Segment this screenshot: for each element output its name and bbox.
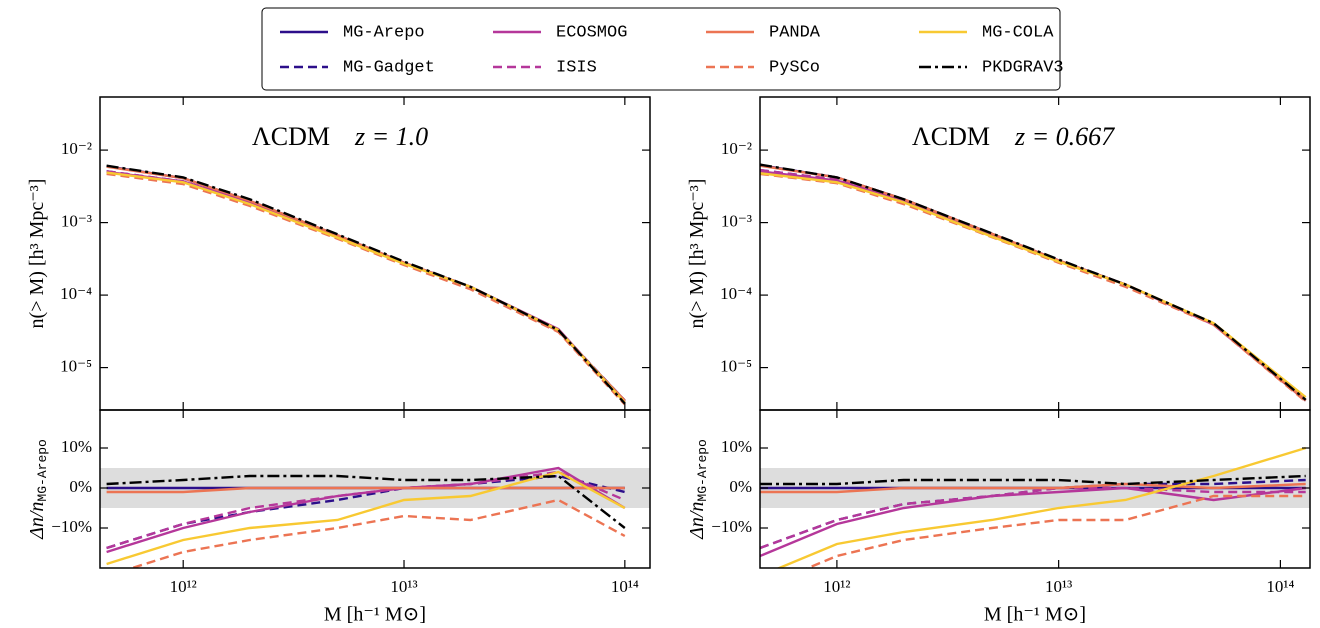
y-tick-label: 10⁻⁴ [720,284,752,303]
legend-label: PySCo [769,58,820,77]
y-axis-label-text: n(> M) [h³ Mpc⁻³] [26,179,48,329]
panel-subtitle: z = 0.667 [1014,122,1115,151]
series-line [106,486,625,494]
x-axis-label: M [h⁻¹ M⊙] [984,604,1086,626]
series-group [106,466,626,568]
series-group [760,163,1307,403]
series-line [128,498,626,568]
y-axis-label-text: Δn/n [686,502,708,540]
series-line [760,486,1306,550]
y-tick-label: 0% [729,477,752,496]
series-group [106,164,626,406]
series-line [760,482,1306,494]
y-tick-label: 0% [69,477,92,496]
series-line [804,494,1306,568]
panel-title: ΛCDM [912,122,990,151]
series-line [106,165,626,402]
x-tick-label: 10¹⁴ [611,577,639,596]
y-tick-label: −10% [711,517,752,536]
series-group [760,446,1307,568]
legend-box [261,7,1061,91]
x-tick-label: 10¹² [823,577,850,596]
series-line [760,474,1306,486]
legend-label: ISIS [556,58,597,77]
y-axis-label-text: n(> M) [h³ Mpc⁻³] [686,179,708,329]
y-axis-label-text: Δn/n [26,502,48,540]
y-axis-label: Δn/nMG-Arepo [686,439,711,540]
series-line [106,170,626,404]
y-tick-label: 10% [721,437,752,456]
plot-frame [99,409,651,569]
series-line [106,474,626,529]
series-line [106,170,626,403]
series-line [760,168,1307,402]
legend-label: MG-Arepo [343,23,425,42]
y-tick-label: 10⁻² [721,139,752,158]
panel-subtitle: z = 1.0 [354,122,428,151]
y-tick-label: 10⁻² [61,139,92,158]
y-tick-label: 10⁻⁵ [720,356,752,375]
x-axis-label: M [h⁻¹ M⊙] [324,604,426,626]
series-line [776,446,1307,568]
y-axis-label: n(> M) [h³ Mpc⁻³] [686,179,708,329]
series-line [106,171,626,404]
series-line [760,163,1307,401]
legend-label: ECOSMOG [556,23,627,42]
series-line [760,163,1307,402]
series-line [106,470,626,550]
y-tick-label: 10⁻³ [721,211,752,230]
plot-frame [759,409,1311,569]
series-line [760,170,1307,402]
series-line [760,172,1307,399]
y-axis-label-sub: MG-Arepo [35,439,50,501]
legend-label: PANDA [769,23,821,42]
y-axis-label: n(> M) [h³ Mpc⁻³] [26,179,48,329]
y-axis-label-sub: MG-Arepo [695,439,710,501]
x-tick-label: 10¹² [170,577,197,596]
series-line [760,486,1306,558]
y-tick-label: 10⁻³ [61,211,92,230]
y-tick-label: 10% [61,437,92,456]
series-line [760,172,1307,403]
y-axis-label: Δn/nMG-Arepo [26,439,51,540]
series-line [760,168,1307,401]
series-line [106,172,626,406]
series-line [106,164,626,405]
series-line [760,164,1307,402]
legend-label: MG-COLA [982,23,1054,42]
legend-label: MG-Gadget [343,58,435,77]
x-tick-label: 10¹³ [1045,577,1072,596]
series-line [106,165,626,402]
y-tick-label: 10⁻⁴ [60,284,92,303]
x-tick-label: 10¹⁴ [1266,577,1294,596]
x-tick-label: 10¹³ [390,577,417,596]
panel-title: ΛCDM [252,122,330,151]
legend-label: PKDGRAV3 [982,58,1064,77]
series-line [106,170,626,402]
y-tick-label: 10⁻⁵ [60,356,92,375]
y-tick-label: −10% [51,517,92,536]
